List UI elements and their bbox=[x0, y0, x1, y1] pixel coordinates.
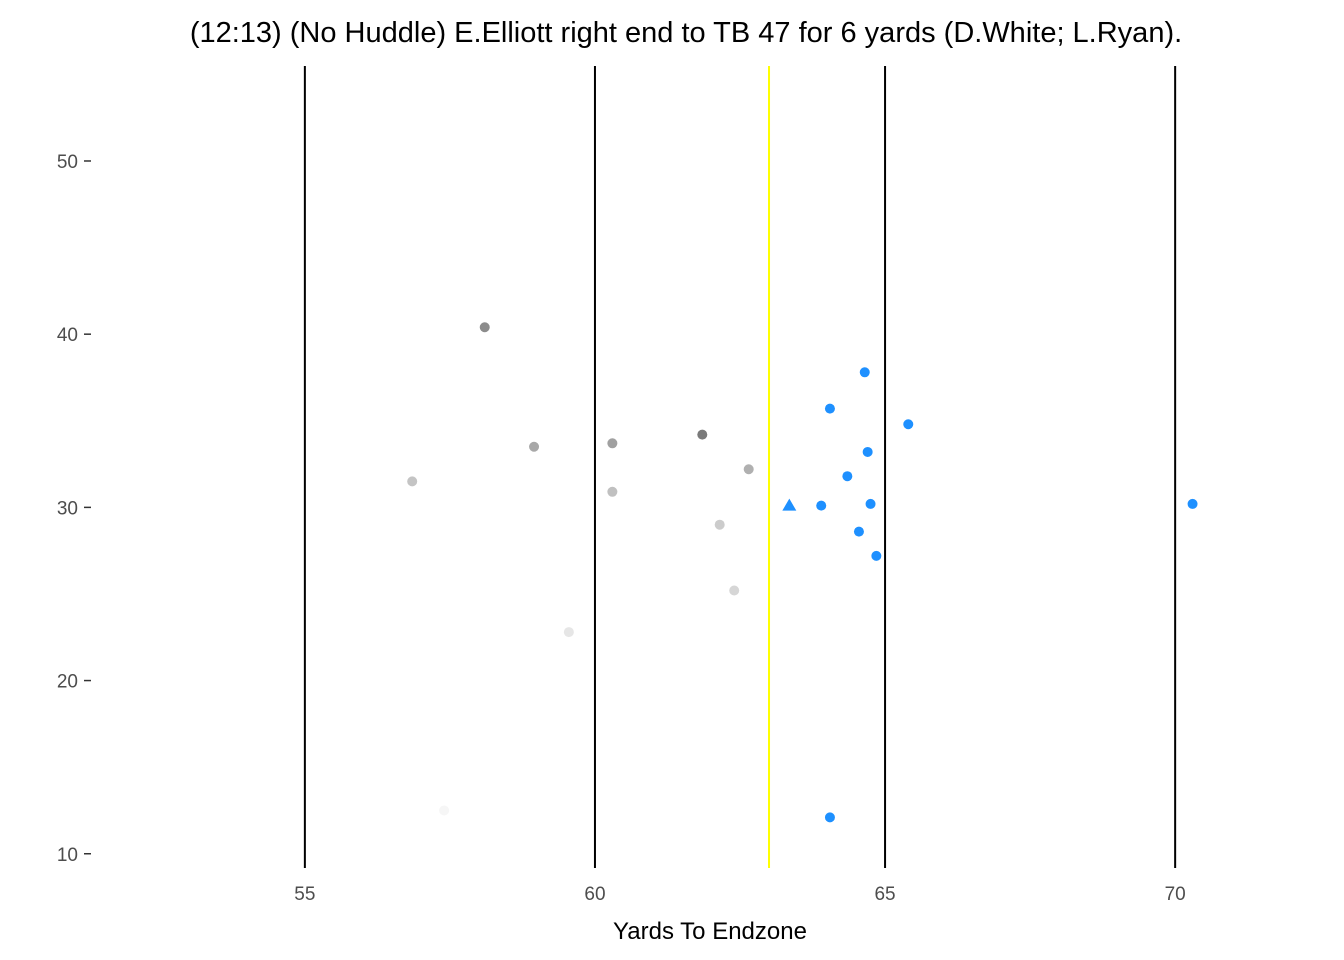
defense-point-9 bbox=[729, 585, 740, 596]
defense-point-11 bbox=[439, 805, 450, 816]
y-tick-label-40: 40 bbox=[57, 325, 78, 346]
defense-point-4 bbox=[529, 441, 540, 452]
x-axis-title: Yards To Endzone bbox=[613, 918, 807, 945]
defense-point-8 bbox=[714, 519, 725, 530]
y-axis: 10 20 30 40 50 bbox=[57, 152, 91, 866]
offense-point-6 bbox=[816, 500, 827, 511]
x-axis: 55 60 65 70 bbox=[294, 884, 1185, 905]
offense-point-3 bbox=[903, 419, 914, 430]
offense-point-4 bbox=[862, 446, 873, 457]
y-tick-label-50: 50 bbox=[57, 152, 78, 173]
x-tick-label-70: 70 bbox=[1165, 884, 1186, 905]
defense-point-10 bbox=[563, 627, 574, 638]
offense-point-9 bbox=[871, 550, 882, 561]
defense-point-6 bbox=[407, 476, 418, 487]
y-tick-label-30: 30 bbox=[57, 498, 78, 519]
yard-lines bbox=[303, 66, 1177, 868]
ball-marker bbox=[782, 498, 797, 511]
defense-point-7 bbox=[607, 486, 618, 497]
chart-title: (12:13) (No Huddle) E.Elliott right end … bbox=[190, 17, 1182, 49]
defense-points bbox=[407, 322, 754, 816]
defense-point-3 bbox=[607, 438, 618, 449]
offense-point-11 bbox=[824, 812, 835, 823]
offense-points bbox=[782, 367, 1198, 823]
offense-point-8 bbox=[853, 526, 864, 537]
defense-point-1 bbox=[479, 322, 490, 333]
offense-point-10 bbox=[1187, 498, 1198, 509]
offense-point-7 bbox=[865, 498, 876, 509]
offense-point-2 bbox=[824, 403, 835, 414]
defense-point-5 bbox=[743, 464, 754, 475]
y-tick-label-10: 10 bbox=[57, 845, 78, 866]
offense-point-5 bbox=[842, 471, 853, 482]
y-tick-label-20: 20 bbox=[57, 672, 78, 693]
x-tick-label-55: 55 bbox=[294, 884, 315, 905]
offense-point-1 bbox=[859, 367, 870, 378]
x-tick-label-60: 60 bbox=[584, 884, 605, 905]
defense-point-2 bbox=[697, 429, 708, 440]
x-tick-label-65: 65 bbox=[874, 884, 895, 905]
